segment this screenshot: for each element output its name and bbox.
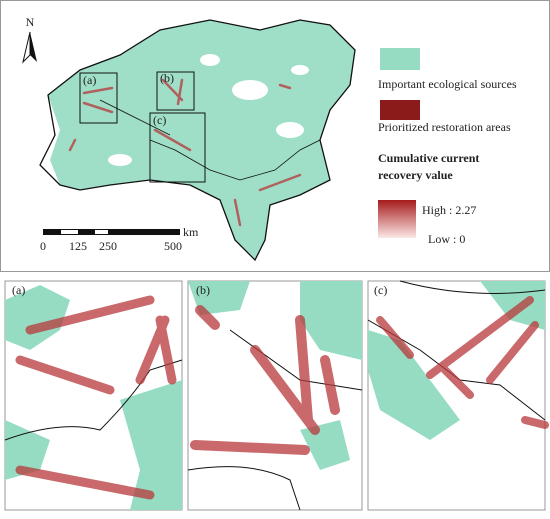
scale-bar: 0 125 250 500 km (40, 225, 199, 253)
inset-label: (b) (160, 71, 174, 85)
north-arrow: N (22, 15, 37, 64)
scale-label: 0 (40, 239, 46, 253)
legend-gradient (378, 200, 416, 238)
inset-label: (c) (153, 113, 166, 127)
panel-label: (c) (374, 283, 387, 297)
scale-label: 125 (69, 239, 87, 253)
main-map: (a) (b) (c) (39, 19, 356, 262)
panel-c: (c) (367, 280, 549, 511)
scale-unit: km (183, 225, 199, 239)
panel-a: (a) (4, 280, 183, 511)
scale-label: 500 (164, 239, 182, 253)
panel-label: (a) (12, 283, 25, 297)
legend-label: Important ecological sources (378, 77, 517, 91)
panel-b: (b) (187, 280, 363, 511)
legend-low: Low : 0 (428, 232, 465, 246)
north-label: N (26, 15, 35, 29)
legend-label: Prioritized restoration areas (378, 120, 511, 134)
legend-title: recovery value (378, 168, 453, 182)
legend-swatch (380, 48, 420, 70)
legend-high: High : 2.27 (422, 203, 476, 217)
legend-swatch (380, 100, 420, 120)
legend-title: Cumulative current (378, 151, 479, 165)
legend: Important ecological sources Prioritized… (378, 48, 517, 246)
scale-label: 250 (99, 239, 117, 253)
panel-label: (b) (196, 283, 210, 297)
inset-label: (a) (83, 73, 96, 87)
